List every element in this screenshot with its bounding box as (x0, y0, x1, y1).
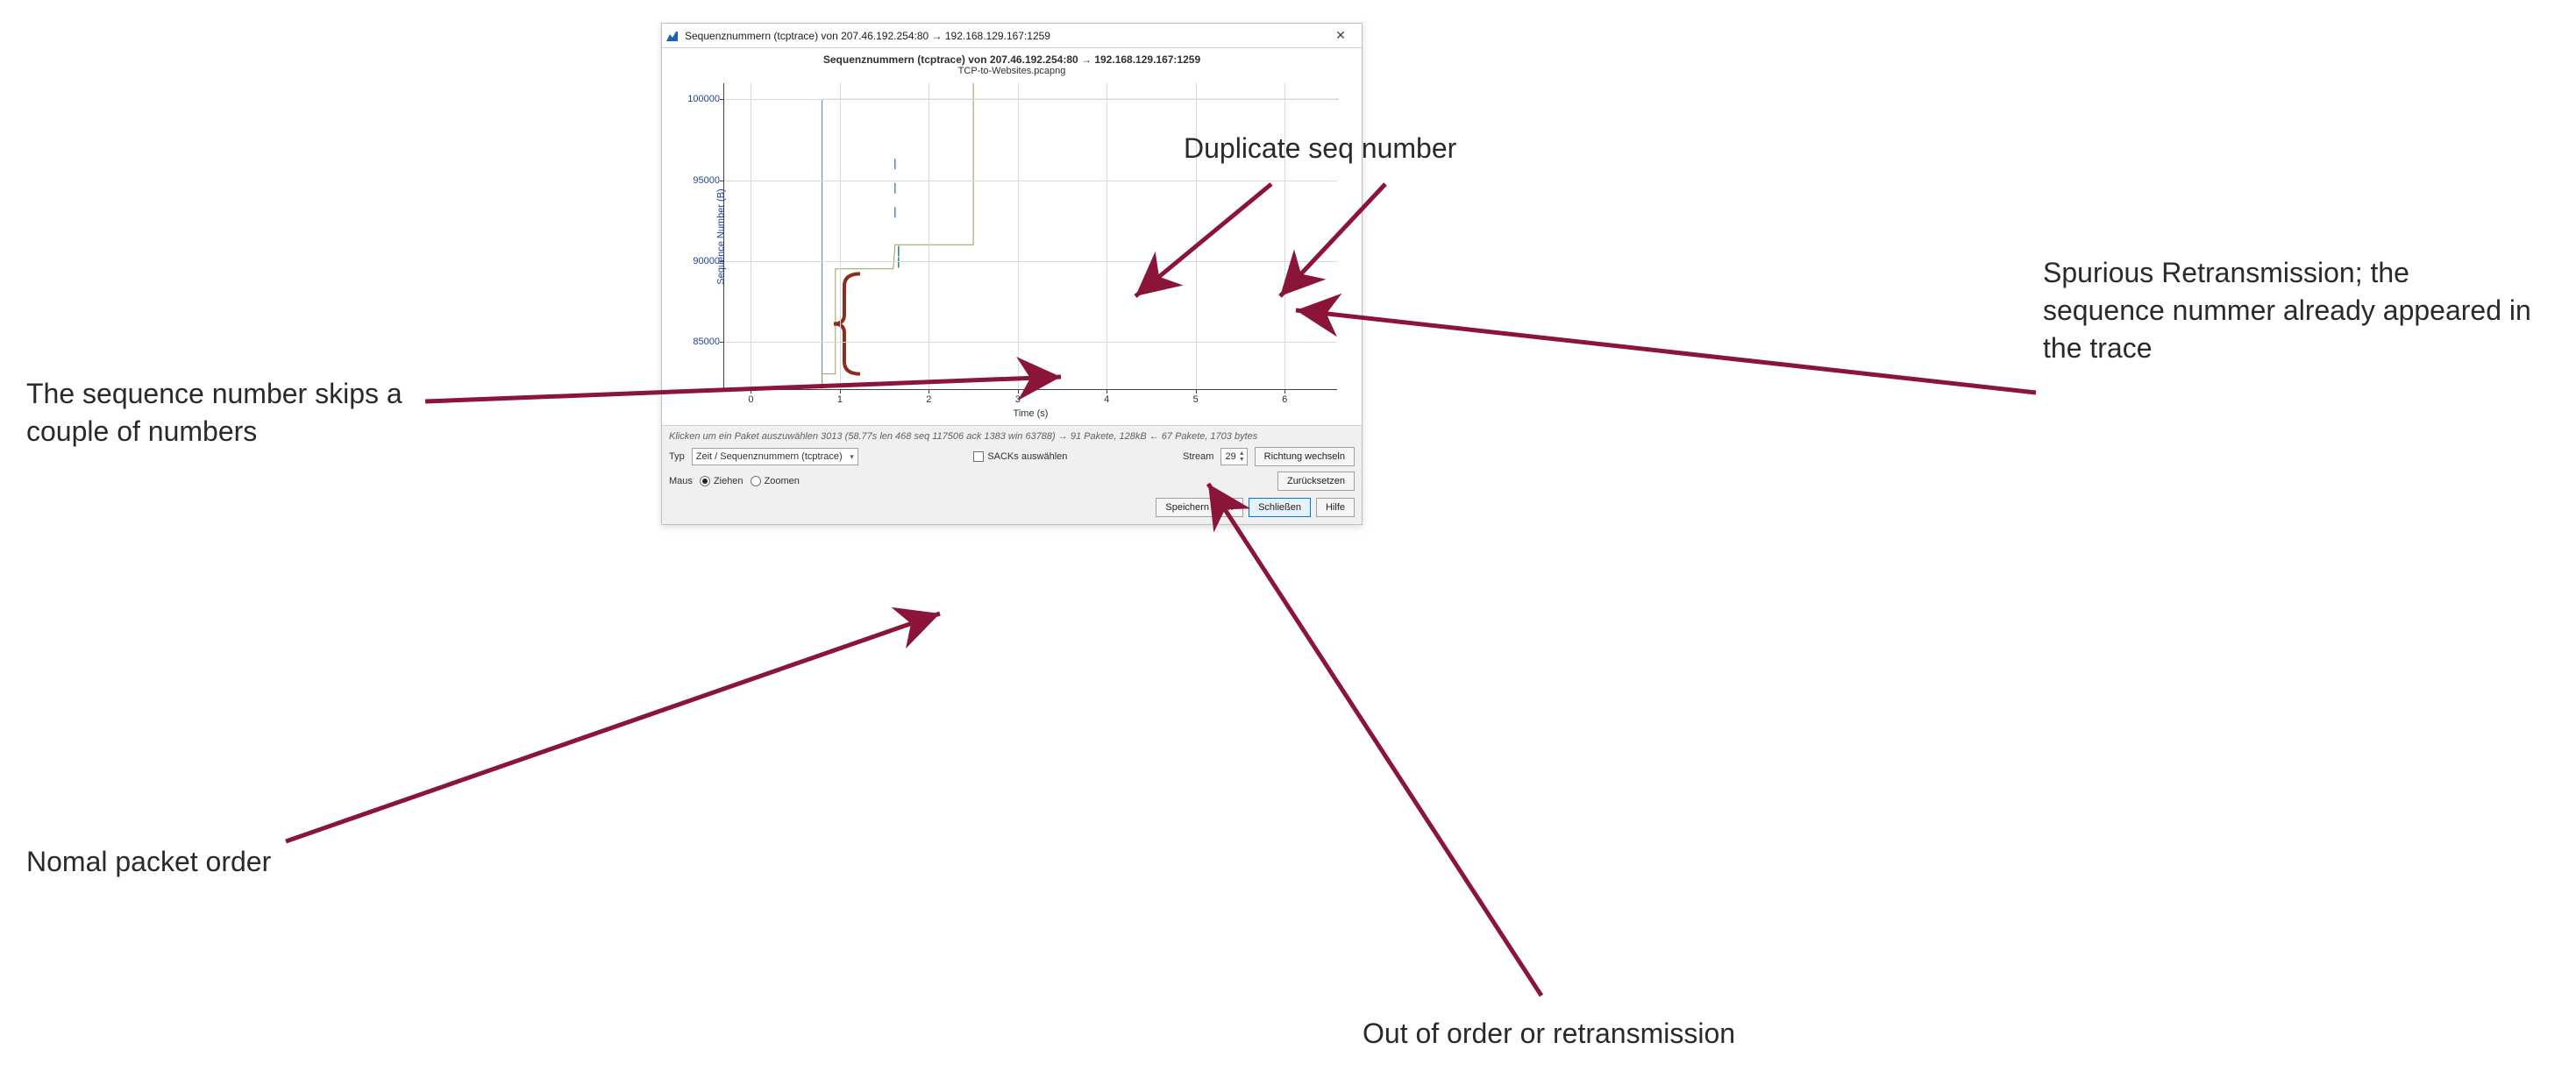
switch-direction-button[interactable]: Richtung wechseln (1255, 447, 1355, 466)
window-title: Sequenznummern (tcptrace) von 207.46.192… (685, 30, 1323, 42)
chart-subtitle: TCP-to-Websites.pcapng (662, 66, 1362, 76)
x-tick: 1 (837, 394, 843, 405)
stream-value: 29 (1225, 451, 1235, 462)
annotation-ooo: Out of order or retransmission (1363, 1015, 1735, 1053)
wireshark-icon (665, 29, 680, 43)
button-row: Speichern als… Schließen Hilfe (669, 498, 1355, 517)
x-tick: 2 (926, 394, 931, 405)
graph-type-dropdown[interactable]: Zeit / Sequenznummern (tcptrace) ▾ (692, 448, 858, 465)
chart-area: Sequenznummern (tcptrace) von 207.46.192… (662, 48, 1362, 425)
tcptrace-window: Sequenznummern (tcptrace) von 207.46.192… (661, 23, 1363, 525)
mouse-drag-label: Ziehen (714, 476, 744, 486)
x-tick: 0 (748, 394, 753, 405)
stream-spinner[interactable]: 29 ▲▼ (1220, 448, 1247, 465)
checkbox-icon (973, 451, 984, 462)
annotation-dup_seq: Duplicate seq number (1184, 130, 1456, 167)
y-tick: 85000 (680, 337, 720, 347)
close-button[interactable]: Schließen (1249, 498, 1311, 517)
mouse-zoom-radio[interactable]: Zoomen (751, 476, 800, 486)
annotation-skips: The sequence number skips a couple of nu… (26, 375, 447, 450)
controls-row-1: Typ Zeit / Sequenznummern (tcptrace) ▾ S… (669, 447, 1355, 466)
y-tick: 100000 (680, 94, 720, 104)
type-label: Typ (669, 451, 685, 462)
help-button[interactable]: Hilfe (1316, 498, 1355, 517)
reset-button[interactable]: Zurücksetzen (1277, 472, 1355, 491)
mouse-zoom-label: Zoomen (765, 476, 800, 486)
radio-icon (751, 476, 761, 486)
mouse-drag-radio[interactable]: Ziehen (700, 476, 744, 486)
chevron-down-icon: ▾ (850, 452, 854, 462)
x-axis-label: Time (s) (1014, 408, 1049, 419)
annotation-normal: Nomal packet order (26, 843, 289, 881)
spinner-arrows-icon: ▲▼ (1239, 450, 1245, 463)
annotation-spurious: Spurious Retransmission; the sequence nu… (2043, 254, 2534, 368)
stream-label: Stream (1183, 451, 1213, 462)
sacks-label: SACKs auswählen (987, 451, 1067, 462)
radio-icon (700, 476, 710, 486)
y-tick: 95000 (680, 175, 720, 186)
bottom-panel: Klicken um ein Paket auszuwählen 3013 (5… (662, 425, 1362, 524)
sacks-checkbox[interactable]: SACKs auswählen (973, 451, 1067, 462)
close-icon[interactable]: ✕ (1323, 28, 1358, 43)
x-tick: 5 (1193, 394, 1199, 405)
y-tick: 90000 (680, 256, 720, 266)
packet-hint: Klicken um ein Paket auszuwählen 3013 (5… (669, 431, 1355, 442)
x-tick: 3 (1015, 394, 1021, 405)
graph-type-value: Zeit / Sequenznummern (tcptrace) (696, 451, 843, 462)
chart-title: Sequenznummern (tcptrace) von 207.46.192… (662, 48, 1362, 66)
mouse-label: Maus (669, 476, 693, 486)
controls-row-2: Maus Ziehen Zoomen Zurücksetzen (669, 472, 1355, 491)
x-tick: 4 (1104, 394, 1109, 405)
save-as-button[interactable]: Speichern als… (1156, 498, 1243, 517)
x-tick: 6 (1282, 394, 1287, 405)
titlebar: Sequenznummern (tcptrace) von 207.46.192… (662, 24, 1362, 48)
